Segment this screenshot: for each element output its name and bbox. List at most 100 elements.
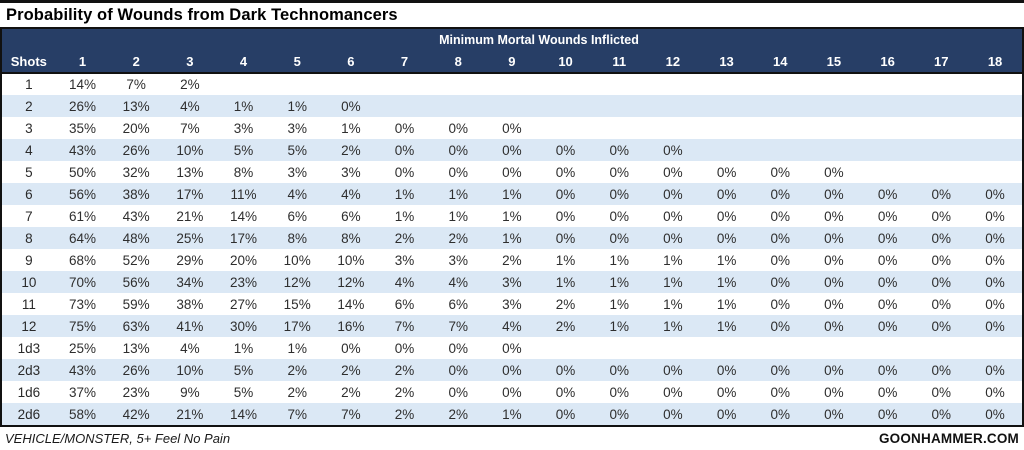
row-label: 1d3 [17, 340, 41, 356]
cell: 7% [394, 318, 415, 334]
col-header-row: Shots 1 2 3 4 5 6 7 8 9 10 11 12 13 14 15 16 17 18 [2, 51, 1022, 74]
col-header: 12 [646, 51, 700, 74]
table-row: 2d3 43% 26% 10% 5% 2% 2% 2% 0% 0% 0% 0% 0% 0% 0% 0% 0% 0%… [2, 359, 1022, 381]
cell: 0% [985, 274, 1005, 290]
table-row: 4 43% 26% 10% 5% 5% 2% 0% 0% 0% 0% 0% 0% [2, 139, 1022, 161]
cell: 0% [448, 362, 468, 378]
cell [378, 73, 432, 95]
cell [807, 139, 861, 161]
col-header: 3 [163, 51, 217, 74]
cell: 10% [176, 362, 204, 378]
col-header: 4 [216, 51, 271, 74]
cell: 0% [770, 362, 790, 378]
cell: 2% [180, 77, 200, 92]
cell: 13% [122, 340, 150, 356]
cell: 14% [68, 77, 97, 92]
table-row: 2 26% 13% 4% 1% 1% 0% [2, 95, 1022, 117]
cell: 43% [68, 142, 97, 158]
col-header-shots: Shots [2, 51, 56, 74]
cell: 0% [502, 384, 522, 400]
cell [592, 117, 646, 139]
cell: 0% [609, 362, 629, 378]
table-row: 1 14% 7% 2% [2, 73, 1022, 95]
cell: 0% [448, 164, 468, 180]
cell: 1% [716, 296, 737, 312]
cell [539, 73, 593, 95]
cell: 0% [985, 186, 1005, 202]
col-header: 17 [914, 51, 969, 74]
cell: 42% [122, 406, 150, 422]
cell: 1% [448, 208, 468, 224]
cell: 0% [824, 252, 844, 268]
cell: 4% [448, 274, 468, 290]
top-border-line [0, 0, 1024, 3]
row-label: 2d3 [17, 362, 41, 378]
cell: 2% [394, 406, 415, 422]
cell: 0% [770, 274, 790, 290]
cell: 0% [341, 340, 361, 356]
table-row: 10 70% 56% 34% 23% 12% 12% 4% 4% 3% 1% 1% 1% 1% 0% 0% 0%… [2, 271, 1022, 293]
title-bar: Probability of Wounds from Dark Technoma… [0, 3, 1024, 27]
cell: 50% [68, 164, 97, 180]
cell [807, 117, 861, 139]
cell: 0% [931, 208, 952, 224]
group-header: Minimum Mortal Wounds Inflicted [439, 33, 639, 47]
cell: 0% [394, 120, 415, 136]
row-label: 10 [21, 274, 37, 290]
cell: 0% [448, 340, 468, 356]
cell: 1% [287, 98, 307, 114]
cell [485, 95, 539, 117]
cell: 0% [931, 274, 952, 290]
cell: 0% [877, 318, 898, 334]
cell: 6% [287, 208, 307, 224]
cell: 2% [394, 384, 415, 400]
cell: 0% [770, 406, 790, 422]
cell: 0% [663, 406, 683, 422]
cell: 35% [68, 120, 97, 136]
col-header: 9 [485, 51, 539, 74]
cell: 0% [716, 406, 737, 422]
cell: 10% [176, 142, 204, 158]
cell: 4% [287, 186, 307, 202]
table-row: 11 73% 59% 38% 27% 15% 14% 6% 6% 3% 2% 1% 1% 1% 0% 0% 0%… [2, 293, 1022, 315]
cell: 10% [283, 252, 311, 268]
cell: 2% [287, 362, 307, 378]
row-label: 12 [21, 318, 37, 334]
cell: 3% [287, 120, 307, 136]
cell: 0% [555, 230, 576, 246]
row-label: 11 [21, 296, 36, 312]
cell: 1% [287, 340, 307, 356]
cell [968, 95, 1022, 117]
cell: 0% [824, 318, 844, 334]
cell [807, 73, 861, 95]
cell: 0% [609, 186, 629, 202]
cell: 0% [555, 186, 576, 202]
cell [485, 73, 539, 95]
cell: 0% [985, 318, 1005, 334]
cell: 1% [609, 318, 629, 334]
cell: 2% [341, 384, 361, 400]
cell [753, 337, 807, 359]
col-header: 10 [538, 51, 593, 74]
cell: 23% [230, 274, 258, 290]
cell: 56% [68, 186, 97, 202]
cell: 0% [824, 296, 844, 312]
col-header: 13 [699, 51, 754, 74]
cell [807, 337, 861, 359]
cell [646, 337, 700, 359]
cell: 0% [824, 384, 844, 400]
cell: 73% [68, 296, 97, 312]
cell: 1% [663, 318, 683, 334]
row-label: 9 [25, 252, 33, 268]
cell: 75% [68, 318, 97, 334]
footer-note: VEHICLE/MONSTER, 5+ Feel No Pain [5, 430, 231, 446]
footer-brand: GOONHAMMER.COM [878, 430, 1019, 446]
cell: 0% [609, 406, 629, 422]
cell: 1% [609, 296, 629, 312]
cell: 1% [609, 274, 629, 290]
cell: 14% [230, 208, 258, 224]
cell: 0% [609, 230, 629, 246]
cell [914, 139, 968, 161]
cell: 26% [68, 98, 97, 114]
